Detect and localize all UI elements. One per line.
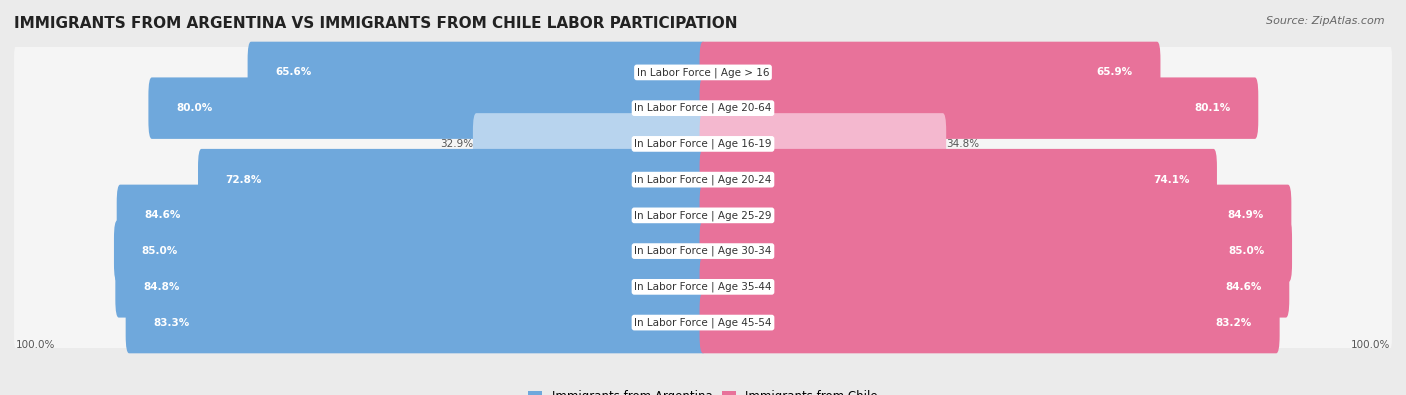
Text: In Labor Force | Age 35-44: In Labor Force | Age 35-44 [634, 282, 772, 292]
Legend: Immigrants from Argentina, Immigrants from Chile: Immigrants from Argentina, Immigrants fr… [523, 385, 883, 395]
Text: 100.0%: 100.0% [15, 340, 55, 350]
Text: 80.0%: 80.0% [176, 103, 212, 113]
Text: 100.0%: 100.0% [1351, 340, 1391, 350]
Text: 85.0%: 85.0% [1229, 246, 1264, 256]
FancyBboxPatch shape [700, 220, 1292, 282]
Text: 84.6%: 84.6% [145, 211, 180, 220]
Text: In Labor Force | Age 20-64: In Labor Force | Age 20-64 [634, 103, 772, 113]
FancyBboxPatch shape [700, 149, 1218, 211]
Text: 84.8%: 84.8% [143, 282, 180, 292]
FancyBboxPatch shape [149, 77, 706, 139]
FancyBboxPatch shape [198, 149, 706, 211]
Text: In Labor Force | Age > 16: In Labor Force | Age > 16 [637, 67, 769, 78]
Text: In Labor Force | Age 25-29: In Labor Force | Age 25-29 [634, 210, 772, 221]
Text: In Labor Force | Age 45-54: In Labor Force | Age 45-54 [634, 317, 772, 328]
FancyBboxPatch shape [14, 82, 1392, 135]
Text: 80.1%: 80.1% [1195, 103, 1230, 113]
Text: 83.3%: 83.3% [153, 318, 190, 327]
FancyBboxPatch shape [14, 260, 1392, 313]
FancyBboxPatch shape [14, 46, 1392, 99]
FancyBboxPatch shape [115, 256, 706, 318]
FancyBboxPatch shape [700, 184, 1291, 246]
Text: In Labor Force | Age 30-34: In Labor Force | Age 30-34 [634, 246, 772, 256]
FancyBboxPatch shape [700, 77, 1258, 139]
FancyBboxPatch shape [125, 292, 706, 353]
Text: Source: ZipAtlas.com: Source: ZipAtlas.com [1267, 16, 1385, 26]
Text: 65.9%: 65.9% [1097, 68, 1133, 77]
FancyBboxPatch shape [14, 153, 1392, 206]
Text: 32.9%: 32.9% [440, 139, 472, 149]
Text: 84.9%: 84.9% [1227, 211, 1264, 220]
Text: 74.1%: 74.1% [1153, 175, 1189, 184]
Text: IMMIGRANTS FROM ARGENTINA VS IMMIGRANTS FROM CHILE LABOR PARTICIPATION: IMMIGRANTS FROM ARGENTINA VS IMMIGRANTS … [14, 16, 738, 31]
FancyBboxPatch shape [700, 256, 1289, 318]
Text: 83.2%: 83.2% [1216, 318, 1253, 327]
Text: 34.8%: 34.8% [946, 139, 980, 149]
Text: 72.8%: 72.8% [225, 175, 262, 184]
FancyBboxPatch shape [700, 42, 1160, 103]
Text: 84.6%: 84.6% [1226, 282, 1261, 292]
FancyBboxPatch shape [247, 42, 706, 103]
Text: In Labor Force | Age 20-24: In Labor Force | Age 20-24 [634, 174, 772, 185]
Text: 85.0%: 85.0% [142, 246, 177, 256]
FancyBboxPatch shape [472, 113, 706, 175]
FancyBboxPatch shape [117, 184, 706, 246]
Text: In Labor Force | Age 16-19: In Labor Force | Age 16-19 [634, 139, 772, 149]
Text: 65.6%: 65.6% [276, 68, 311, 77]
FancyBboxPatch shape [14, 225, 1392, 278]
FancyBboxPatch shape [14, 296, 1392, 349]
FancyBboxPatch shape [14, 117, 1392, 170]
FancyBboxPatch shape [700, 113, 946, 175]
FancyBboxPatch shape [14, 189, 1392, 242]
FancyBboxPatch shape [700, 292, 1279, 353]
FancyBboxPatch shape [114, 220, 706, 282]
